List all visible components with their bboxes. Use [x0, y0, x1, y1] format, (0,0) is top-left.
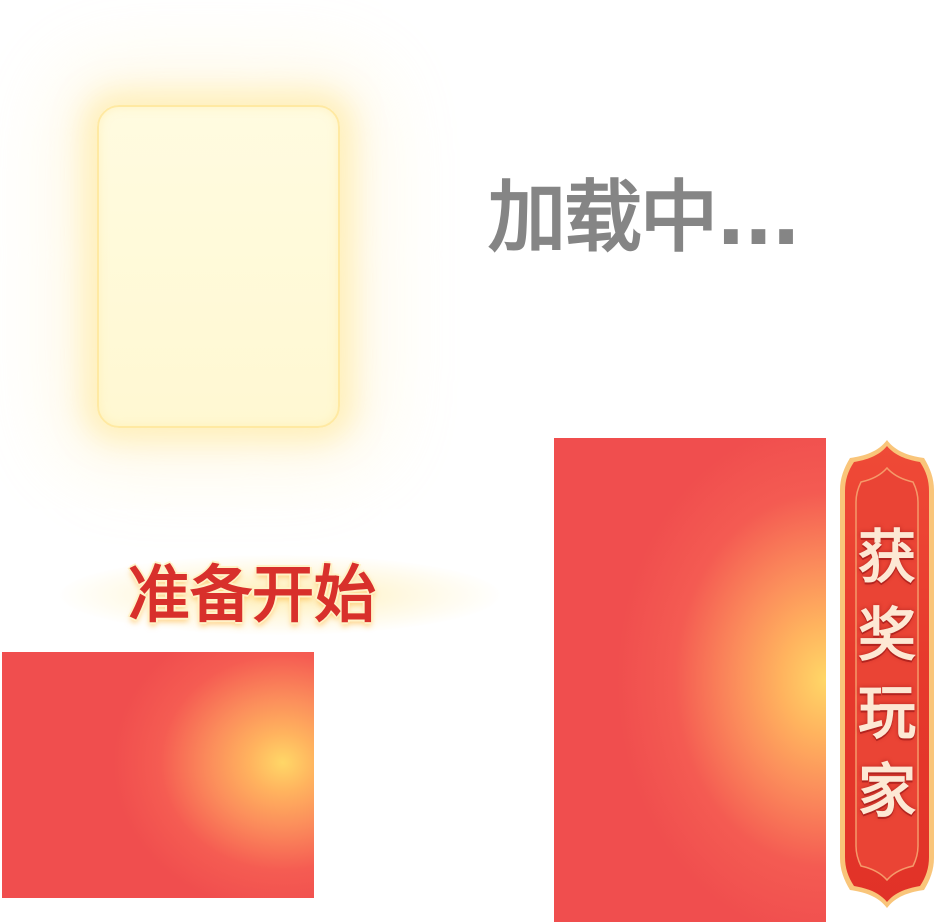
banner-char-1: 获 — [857, 523, 916, 591]
winners-banner: 获 奖 玩 家 — [838, 438, 936, 910]
banner-text-column: 获 奖 玩 家 — [838, 518, 936, 830]
banner-char-2: 奖 — [857, 601, 916, 669]
red-gradient-panel-large — [554, 438, 826, 922]
banner-char-3: 玩 — [857, 679, 916, 747]
banner-frame-icon — [840, 440, 934, 908]
ready-start-label[interactable]: 准备开始 — [128, 558, 377, 631]
loading-text: 加载中... — [488, 173, 801, 263]
red-gradient-panel-small — [2, 652, 314, 898]
banner-char-4: 家 — [857, 757, 916, 825]
ready-label-glow — [60, 555, 500, 635]
glow-card-placeholder — [97, 105, 340, 428]
